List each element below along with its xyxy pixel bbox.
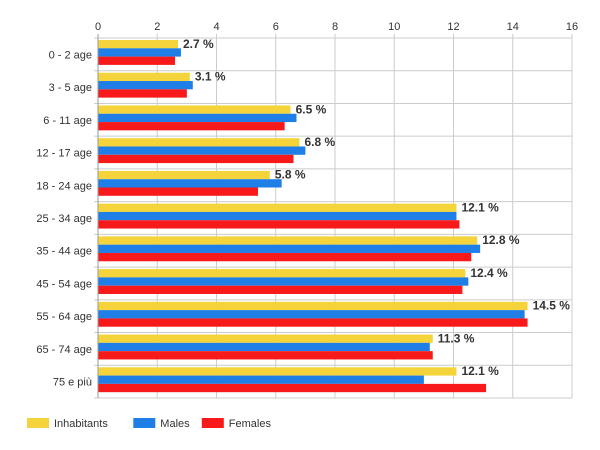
legend-label: Males	[160, 418, 190, 430]
x-tick-label: 14	[507, 21, 519, 33]
bar-females	[98, 187, 258, 196]
bar-males	[98, 211, 457, 221]
data-label: 6.5 %	[296, 102, 327, 116]
data-label: 12.4 %	[470, 266, 508, 280]
x-tick-label: 8	[332, 21, 338, 33]
bar-females	[98, 318, 528, 327]
bar-inhabitants	[98, 40, 178, 49]
y-tick-label: 45 - 54 age	[36, 278, 92, 290]
bar-females	[98, 252, 472, 262]
bar-inhabitants	[98, 138, 300, 147]
legend: Inhabitants Males Females	[27, 418, 271, 430]
legend-swatch	[133, 418, 156, 428]
x-tick-label: 0	[95, 21, 101, 33]
data-label: 12.8 %	[482, 233, 520, 247]
data-label: 6.8 %	[304, 135, 335, 149]
bar-females	[98, 122, 285, 131]
bar-males	[98, 310, 525, 319]
bar-females	[98, 220, 460, 229]
bar-males	[98, 375, 424, 384]
bar-males	[98, 179, 282, 188]
bar-males	[98, 81, 193, 90]
data-label: 3.1 %	[195, 70, 226, 84]
x-tick-label: 10	[388, 21, 400, 33]
legend-swatch	[201, 418, 224, 428]
bar-inhabitants	[98, 236, 478, 245]
y-tick-label: 75 e più	[53, 377, 92, 389]
x-tick-label: 2	[154, 21, 160, 33]
bar-inhabitants	[98, 170, 270, 180]
bar-inhabitants	[98, 72, 190, 82]
legend-swatch	[27, 418, 49, 428]
y-tick-label: 12 - 17 age	[36, 148, 92, 160]
y-tick-label: 6 - 11 age	[43, 115, 92, 127]
legend-label: Inhabitants	[54, 418, 108, 430]
bar-inhabitants	[98, 367, 457, 376]
data-labels: 2.7 % 3.1 % 6.5 % 6.8 % 5.8 % 12.1 % 12.8 % 12.…	[183, 37, 570, 378]
bar-females	[98, 351, 433, 360]
x-tick-label: 4	[213, 21, 219, 33]
legend-label: Females	[229, 418, 272, 430]
bar-males	[98, 342, 430, 352]
data-label: 12.1 %	[461, 200, 499, 214]
bar-females	[98, 285, 463, 294]
y-tick-label: 55 - 64 age	[36, 311, 92, 323]
bar-females	[98, 154, 294, 164]
bars	[98, 40, 528, 393]
bar-males	[98, 146, 306, 155]
bar-males	[98, 48, 181, 57]
bar-inhabitants	[98, 203, 457, 212]
x-tick-label: 6	[273, 21, 279, 33]
y-tick-label: 25 - 34 age	[36, 213, 92, 225]
y-tick-label: 0 - 2 age	[49, 49, 92, 61]
bar-males	[98, 277, 469, 286]
y-tick-label: 35 - 44 age	[36, 246, 92, 258]
bar-inhabitants	[98, 105, 291, 114]
bar-females	[98, 89, 187, 98]
y-tick-label: 3 - 5 age	[49, 82, 92, 94]
bar-females	[98, 383, 487, 393]
bar-males	[98, 113, 297, 123]
bar-females	[98, 56, 176, 65]
data-label: 5.8 %	[275, 168, 306, 182]
data-label: 14.5 %	[533, 299, 571, 313]
y-tick-label: 18 - 24 age	[36, 180, 92, 192]
bar-inhabitants	[98, 301, 528, 311]
data-label: 11.3 %	[438, 331, 475, 345]
data-label: 12.1 %	[461, 364, 499, 378]
y-tick-label: 65 - 74 age	[36, 344, 92, 356]
bar-males	[98, 244, 481, 253]
data-label: 2.7 %	[183, 37, 214, 51]
x-tick-label: 16	[566, 21, 578, 33]
bar-inhabitants	[98, 334, 433, 343]
axes: 0 2 4 6 8 10 12 14 16 0 - 2 age 3 - 5 age 6 - 11 ag…	[36, 21, 578, 398]
bar-inhabitants	[98, 269, 466, 278]
x-tick-label: 12	[447, 21, 459, 33]
